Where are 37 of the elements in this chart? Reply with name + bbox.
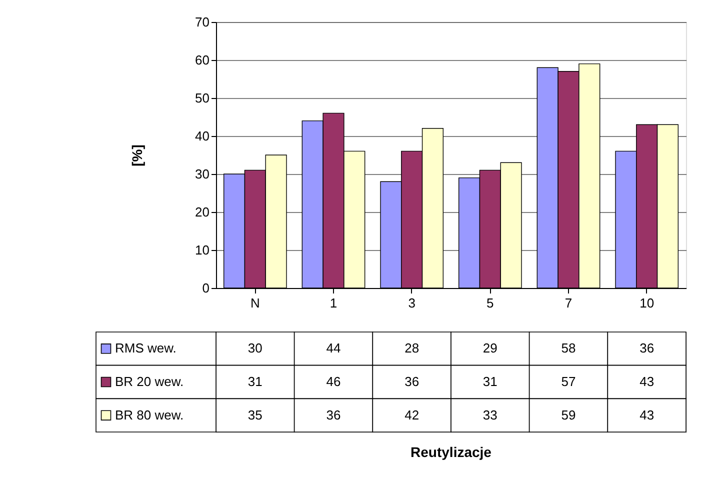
x-tick-label: 10 — [640, 296, 654, 310]
x-tick-label: 7 — [564, 296, 572, 310]
x-tick-label: 1 — [330, 296, 338, 310]
data-label: 57 — [561, 374, 576, 389]
y-tick-label: 60 — [195, 52, 210, 68]
y-tick-label: 10 — [195, 242, 210, 258]
data-label: 30 — [248, 340, 262, 356]
y-tick-label: 20 — [195, 204, 210, 220]
data-label: 33 — [482, 407, 498, 422]
legend-label: RMS wew. — [115, 340, 176, 356]
x-tick-label: 5 — [486, 296, 494, 310]
x-tick-label: N — [250, 296, 260, 310]
data-label: 44 — [326, 340, 341, 356]
data-label: 43 — [640, 407, 654, 422]
text: Reutylizacje — [410, 444, 492, 460]
legend-label: BR 80 wew. — [115, 407, 184, 422]
y-tick-label: 50 — [195, 90, 210, 106]
data-label: 59 — [561, 407, 576, 422]
data-label: 36 — [640, 340, 654, 356]
y-tick-label: 30 — [195, 166, 210, 182]
data-label: 35 — [248, 407, 262, 422]
legend-label: BR 20 wew. — [115, 374, 184, 389]
y-tick-label: 0 — [202, 280, 210, 296]
data-label: 29 — [482, 340, 498, 356]
data-label: 36 — [326, 407, 341, 422]
data-label: 36 — [404, 374, 420, 389]
x-tick-label: 3 — [408, 296, 416, 310]
y-axis-title: [%] — [129, 144, 146, 166]
data-label: 31 — [482, 374, 498, 389]
data-label: 31 — [248, 374, 262, 389]
data-label: 46 — [326, 374, 341, 389]
y-tick-label: 40 — [195, 128, 210, 144]
y-tick-label: 70 — [195, 14, 210, 30]
data-label: 42 — [404, 407, 420, 422]
data-label: 28 — [404, 340, 420, 356]
data-label: 43 — [640, 374, 654, 389]
data-label: 58 — [561, 340, 576, 356]
